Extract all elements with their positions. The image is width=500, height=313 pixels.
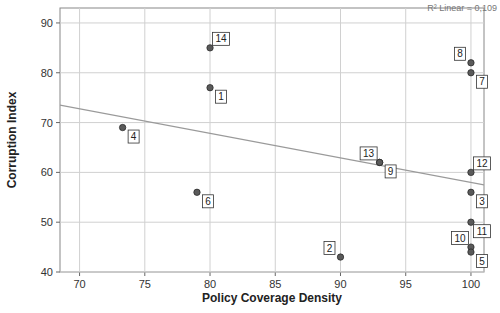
chart: 7075808590951004050607080901414621398712…	[0, 0, 500, 313]
tick-label: 70	[73, 278, 85, 290]
tick-label: 100	[462, 278, 480, 290]
grid-line	[79, 8, 80, 272]
label-box	[473, 225, 490, 238]
point-label: 11	[477, 226, 488, 237]
tick	[470, 272, 471, 276]
label-box	[213, 32, 230, 45]
tick-label: 75	[139, 278, 151, 290]
x-axis-title: Policy Coverage Density	[202, 291, 342, 305]
tick	[56, 222, 60, 223]
point	[468, 189, 474, 195]
grid-line	[275, 8, 276, 272]
tick-label: 85	[269, 278, 281, 290]
label-box	[202, 195, 213, 208]
label-box	[476, 195, 487, 208]
point	[119, 124, 125, 130]
grid-line	[470, 8, 471, 272]
point-label: 2	[327, 243, 333, 254]
tick	[56, 72, 60, 73]
point	[468, 60, 474, 66]
trend-line	[60, 105, 484, 185]
label-box	[476, 255, 487, 268]
grid-line	[60, 22, 484, 23]
label-box	[451, 232, 468, 245]
tick-label: 60	[41, 166, 53, 178]
tick-label: 95	[400, 278, 412, 290]
grid-line	[144, 8, 145, 272]
label-box	[473, 157, 490, 170]
point-label: 8	[457, 48, 463, 59]
tick	[210, 272, 211, 276]
tick-label: 90	[334, 278, 346, 290]
grid-line	[60, 222, 484, 223]
point	[468, 70, 474, 76]
point	[337, 254, 343, 260]
tick-label: 50	[41, 216, 53, 228]
tick	[144, 272, 145, 276]
tick-label: 80	[204, 278, 216, 290]
tick-label: 90	[41, 17, 53, 29]
label-box	[324, 242, 335, 255]
plot-frame	[60, 8, 484, 272]
point-label: 3	[479, 196, 485, 207]
y-axis-title: Corruption Index	[5, 91, 19, 188]
data-group	[60, 45, 484, 261]
point-label: 12	[476, 158, 488, 169]
point-label: 7	[479, 76, 485, 87]
point	[207, 84, 213, 90]
tick	[56, 122, 60, 123]
annotation: R² Linear = 0,109	[427, 3, 497, 13]
label-box	[360, 147, 377, 160]
tick	[340, 272, 341, 276]
point	[468, 249, 474, 255]
tick	[275, 272, 276, 276]
grid-line	[405, 8, 406, 272]
tick	[79, 272, 80, 276]
point-labels: 1414621398712311105	[128, 32, 490, 267]
point	[194, 189, 200, 195]
grid-line	[60, 272, 484, 273]
grid-line	[60, 72, 484, 73]
grid-line	[60, 122, 484, 123]
label-box	[385, 165, 396, 178]
label-box	[454, 47, 465, 60]
grid-line	[340, 8, 341, 272]
label-box	[476, 75, 487, 88]
point-label: 5	[479, 256, 485, 267]
tick-label: 70	[41, 117, 53, 129]
point-label: 14	[215, 33, 227, 44]
point-label: 10	[454, 233, 466, 244]
point-label: 13	[363, 148, 375, 159]
point-label: 6	[205, 196, 211, 207]
tick	[56, 272, 60, 273]
tick-label: 40	[41, 266, 53, 278]
label-box	[128, 130, 139, 143]
point-label: 9	[388, 166, 394, 177]
point-label: 1	[218, 91, 224, 102]
tick-label: 80	[41, 67, 53, 79]
tick	[405, 272, 406, 276]
point-label: 4	[131, 131, 137, 142]
label-box	[216, 90, 227, 103]
tick	[56, 22, 60, 23]
tick	[56, 172, 60, 173]
